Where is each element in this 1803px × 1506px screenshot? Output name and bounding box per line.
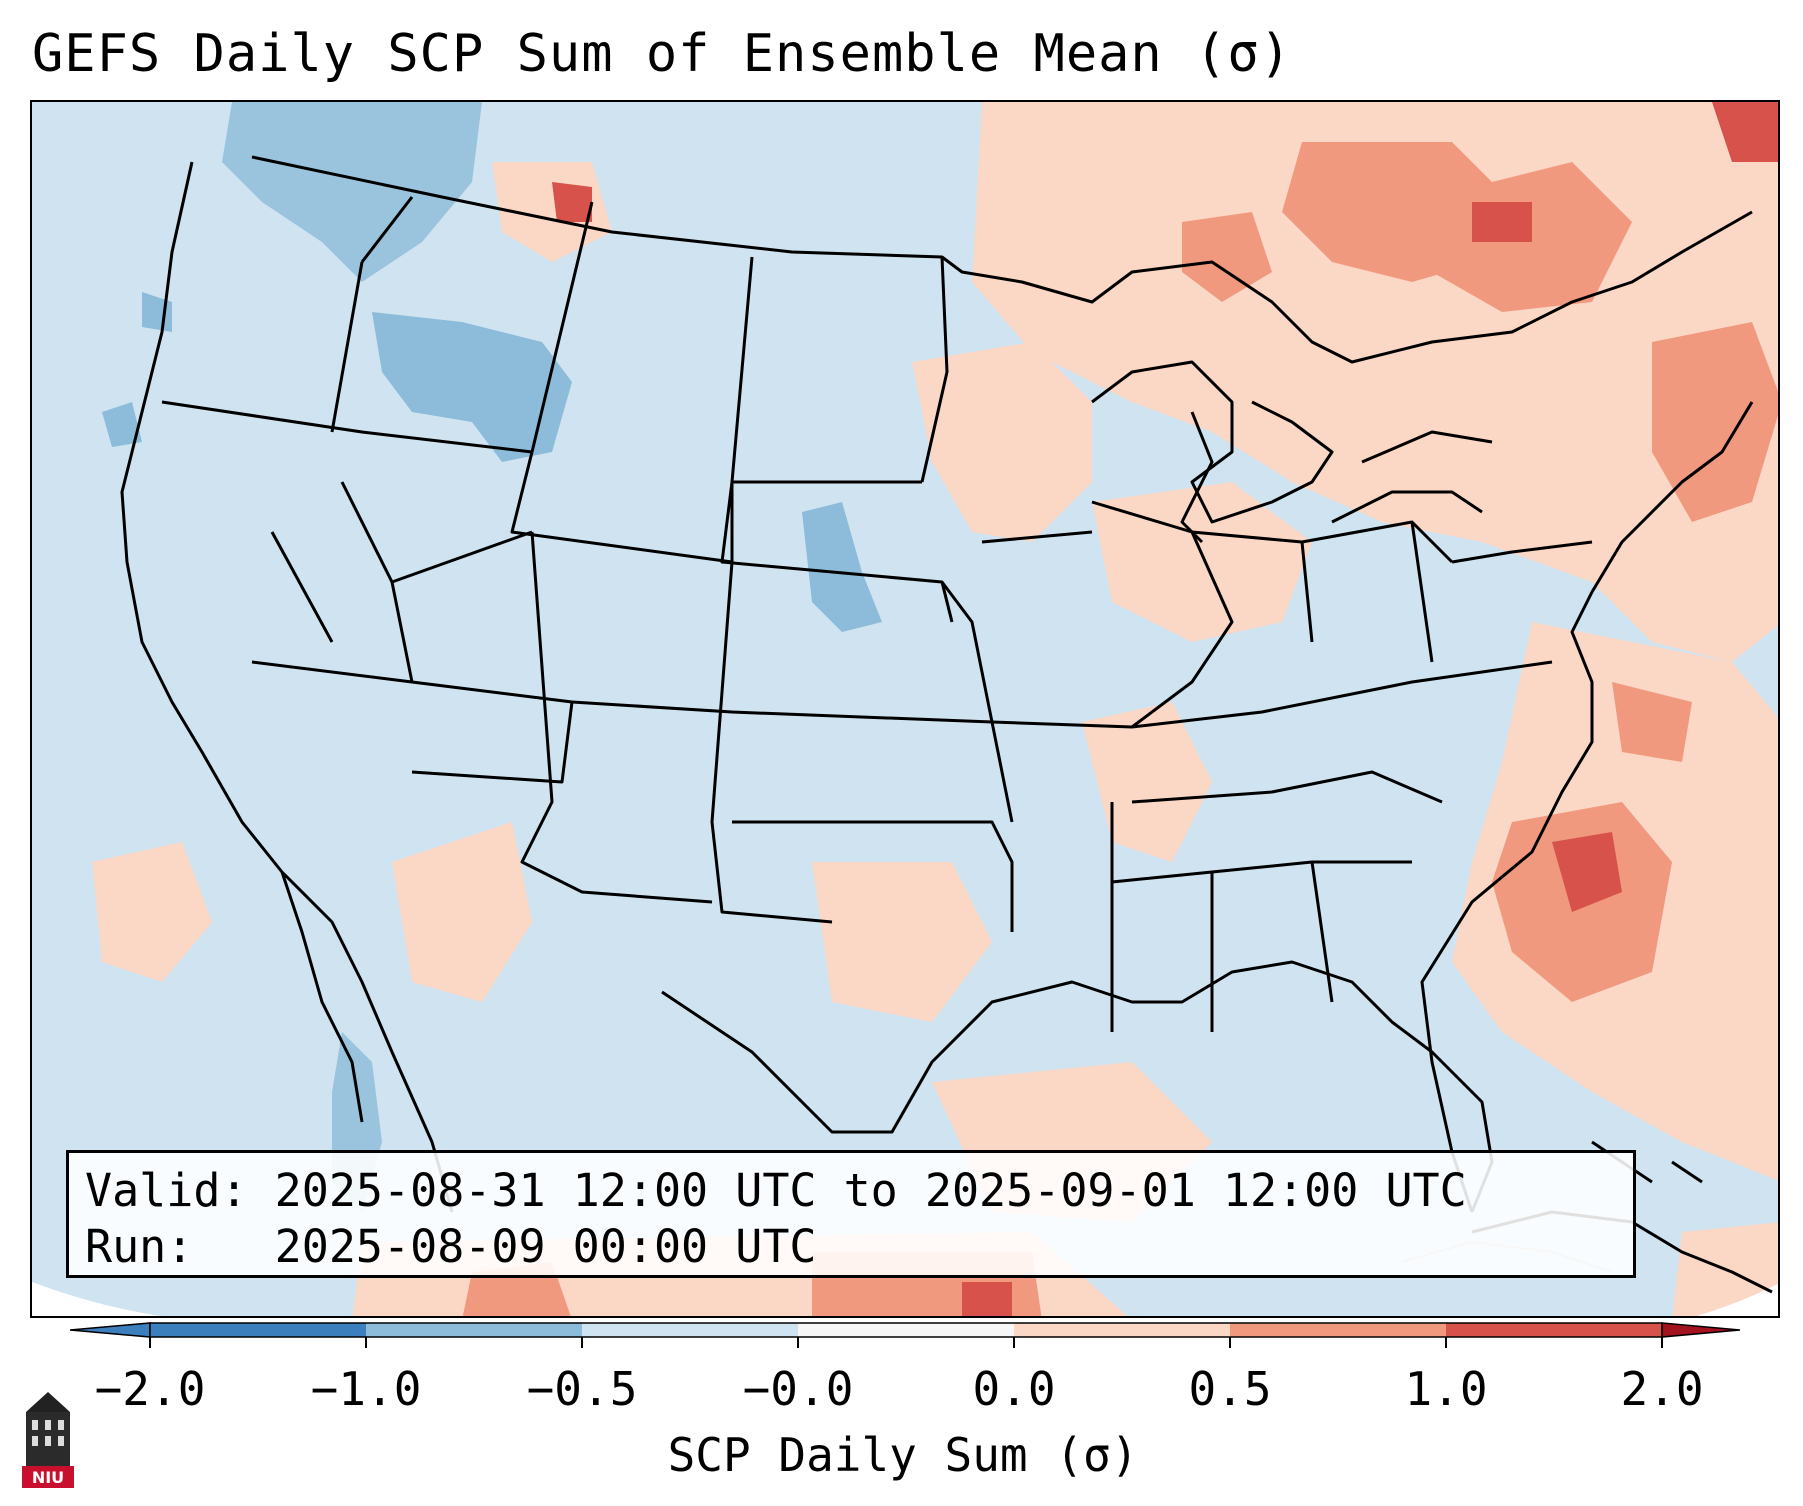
chart-title: GEFS Daily SCP Sum of Ensemble Mean (σ) (32, 24, 1292, 84)
colorbar-segment (150, 1323, 366, 1337)
valid-run-info-box: Valid: 2025-08-31 12:00 UTC to 2025-09-0… (66, 1150, 1636, 1278)
colorbar-tick-label: 1.0 (1404, 1362, 1488, 1416)
colorbar-tick-label: −1.0 (310, 1362, 422, 1416)
anomaly-field-positive (92, 102, 1778, 1316)
anomaly-field-negative (102, 102, 882, 1212)
colorbar-tick-label: 2.0 (1620, 1362, 1704, 1416)
colorbar-segment (1446, 1323, 1662, 1337)
valid-label: Valid: (85, 1164, 248, 1217)
colorbar-segment (798, 1323, 1014, 1337)
run-label: Run: (85, 1220, 194, 1273)
valid-value: 2025-08-31 12:00 UTC to 2025-09-01 12:00… (274, 1164, 1467, 1217)
colorbar-tick-label: 0.5 (1188, 1362, 1272, 1416)
colorbar-segment (1014, 1323, 1230, 1337)
colorbar-tick-label: −0.5 (526, 1362, 638, 1416)
colorbar-segment (1230, 1323, 1446, 1337)
colorbar-segment (582, 1323, 798, 1337)
colorbar-tick-label: −0.0 (742, 1362, 854, 1416)
colorbar-tick-label: −2.0 (94, 1362, 206, 1416)
colorbar-segment (366, 1323, 582, 1337)
colorbar-title: SCP Daily Sum (σ) (667, 1428, 1139, 1482)
niu-building-icon: NIU (22, 1392, 74, 1488)
map-svg (32, 102, 1778, 1316)
svg-text:NIU: NIU (32, 1468, 64, 1487)
run-value: 2025-08-09 00:00 UTC (274, 1220, 817, 1273)
colorbar-tick-label: 0.0 (972, 1362, 1056, 1416)
colorbar-extend-low (70, 1322, 151, 1338)
colorbar-extend-high (1661, 1322, 1740, 1338)
map-panel (30, 100, 1780, 1318)
colorbar (70, 1322, 1740, 1348)
